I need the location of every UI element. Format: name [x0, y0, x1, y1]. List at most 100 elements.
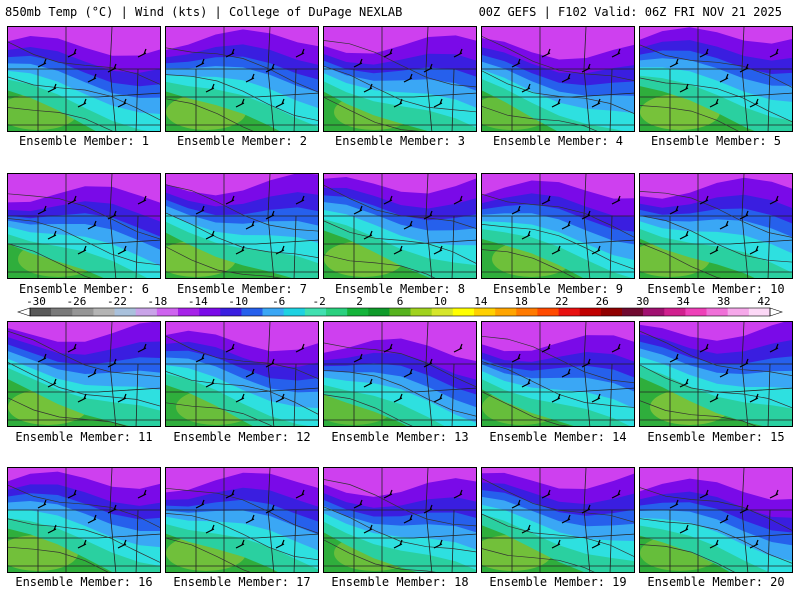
temperature-field — [324, 27, 476, 131]
wind-barb — [37, 58, 47, 68]
state-border — [451, 68, 455, 131]
isotherm-contour — [8, 546, 109, 572]
wind-barb — [37, 499, 47, 509]
state-border — [609, 215, 613, 278]
wind-barb — [541, 343, 551, 353]
isotherm-contour — [482, 249, 576, 278]
wind-barb — [699, 48, 709, 58]
wind-barb — [551, 393, 561, 403]
isotherm-contour — [482, 478, 634, 523]
isotherm-contour — [8, 484, 160, 528]
state-border — [583, 322, 591, 426]
wind-barb — [699, 195, 709, 205]
ensemble-member-map — [7, 26, 161, 132]
wind-barb — [225, 48, 235, 58]
ensemble-member-map — [639, 467, 793, 573]
wind-barb — [719, 514, 729, 524]
wind-barb — [353, 353, 363, 363]
wind-barb — [719, 220, 729, 230]
isotherm-contour — [166, 246, 282, 278]
wind-barb — [581, 210, 591, 220]
colorbar-segment — [156, 308, 179, 316]
state-border — [425, 27, 433, 131]
isotherm-contour — [482, 193, 634, 238]
isotherm-contour — [8, 41, 160, 85]
ensemble-member-map — [323, 321, 477, 427]
wind-barb — [77, 98, 87, 108]
isotherm-contour — [640, 400, 757, 426]
colorbar-segment — [431, 308, 454, 316]
colorbar-outline — [29, 307, 771, 317]
isotherm-contour — [324, 342, 476, 388]
ensemble-member-map — [481, 26, 635, 132]
wind-barb — [295, 48, 305, 58]
wind-barb — [235, 98, 245, 108]
state-border — [267, 174, 275, 278]
wind-barb — [611, 343, 621, 353]
state-border — [135, 68, 139, 131]
wind-barb — [453, 195, 463, 205]
wind-barb — [67, 48, 77, 58]
colorbar-segment — [643, 308, 665, 316]
wind-barb — [769, 195, 779, 205]
wind-barb — [511, 58, 521, 68]
wind-barb — [295, 489, 305, 499]
wind-barb — [275, 245, 285, 255]
state-border — [293, 68, 297, 131]
wind-barb — [67, 195, 77, 205]
isotherm-contour — [166, 74, 318, 121]
temperature-band — [8, 468, 160, 489]
isotherm-contour — [8, 107, 113, 131]
wind-barb — [265, 358, 275, 368]
isotherm-contour — [640, 215, 792, 263]
state-border — [109, 27, 117, 131]
isotherm-contour — [482, 224, 634, 270]
wind-barb — [433, 393, 443, 403]
wind-barb — [551, 245, 561, 255]
isotherm-contour — [166, 335, 318, 380]
wind-barb — [235, 245, 245, 255]
temperature-band — [482, 468, 634, 489]
wind-barb — [205, 230, 215, 240]
colorbar-tick-label: -22 — [107, 295, 127, 308]
wind-barb — [611, 195, 621, 205]
state-border — [425, 174, 433, 278]
temperature-band — [166, 27, 318, 50]
ensemble-member-label: Ensemble Member: 16 — [15, 575, 153, 589]
wind-barb — [679, 83, 689, 93]
isotherm-contour — [8, 518, 160, 563]
state-border — [451, 509, 455, 572]
state-border — [609, 363, 613, 426]
wind-barb — [669, 58, 679, 68]
wind-barb — [37, 353, 47, 363]
ensemble-member-map — [165, 173, 319, 279]
isotherm-contour — [640, 544, 735, 572]
ensemble-member-label: Ensemble Member: 9 — [492, 282, 624, 296]
isotherm-contour — [8, 330, 160, 378]
ensemble-member-map — [7, 467, 161, 573]
state-border — [609, 509, 613, 572]
wind-barb — [363, 378, 373, 388]
wind-barb — [433, 98, 443, 108]
wind-barb — [749, 98, 759, 108]
wind-barb — [137, 489, 147, 499]
ensemble-member-map — [323, 467, 477, 573]
wind-barb — [541, 195, 551, 205]
temperature-band — [324, 27, 476, 54]
colorbar-segment — [389, 308, 411, 316]
colorbar-segment — [537, 308, 559, 316]
ensemble-member-map — [323, 173, 477, 279]
colorbar-tick-label: 14 — [474, 295, 488, 308]
state-border — [741, 322, 749, 426]
temperature-field — [640, 174, 792, 278]
colorbar-segment — [347, 308, 369, 316]
wind-barb — [87, 220, 97, 230]
colorbar-segment — [664, 308, 686, 316]
isotherm-contour — [482, 70, 634, 114]
wind-barb — [383, 195, 393, 205]
wind-barb — [205, 378, 215, 388]
wind-barb — [117, 245, 127, 255]
ensemble-member-map — [639, 321, 793, 427]
colorbar-segment — [516, 308, 538, 316]
temperature-band — [640, 468, 792, 500]
